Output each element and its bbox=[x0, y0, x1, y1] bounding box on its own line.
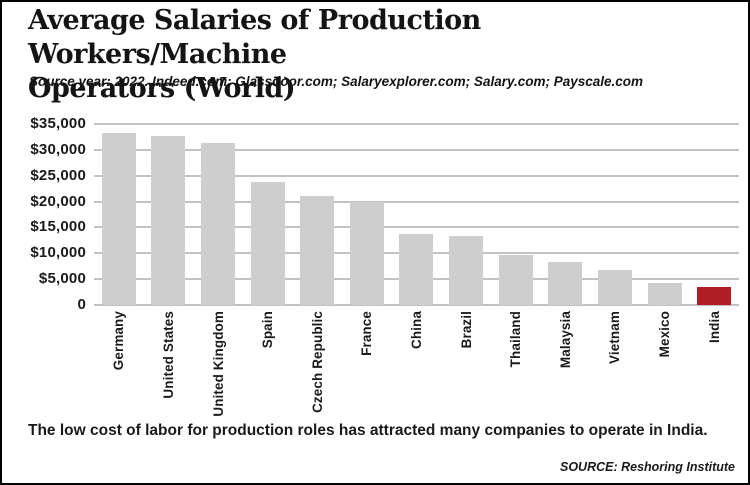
y-axis-tick-label: $35,000 bbox=[30, 115, 86, 132]
data-source-note: Source year: 2022. Indeed.com; Glassdoor… bbox=[29, 74, 644, 89]
x-axis-tick-label: Czech Republic bbox=[309, 311, 325, 413]
bar-slot bbox=[392, 124, 442, 305]
x-axis-tick-label: Brazil bbox=[458, 311, 474, 349]
bar-malaysia bbox=[548, 262, 583, 305]
bar-france bbox=[349, 202, 384, 305]
x-axis-tick-label: Vietnam bbox=[607, 311, 623, 364]
page-title: Average Salaries of Production Workers/M… bbox=[28, 4, 738, 106]
bar-slot bbox=[689, 124, 739, 305]
x-axis-tick-label: China bbox=[408, 311, 424, 350]
x-axis-label-slot: United Kingdom bbox=[193, 311, 243, 417]
x-axis-tick-label: Spain bbox=[260, 311, 276, 349]
x-axis-tick-label: Thailand bbox=[508, 311, 524, 368]
bar-slot bbox=[491, 124, 541, 305]
x-axis-tick-label: United States bbox=[160, 311, 176, 399]
bar-slot bbox=[94, 124, 144, 305]
x-axis-label-slot: Malaysia bbox=[540, 311, 590, 409]
y-axis-tick-label: $15,000 bbox=[30, 218, 86, 235]
y-axis-labels: $35,000 $30,000 $25,000 $20,000 $15,000 $10,0… bbox=[2, 115, 86, 313]
x-axis-label-slot: Vietnam bbox=[590, 311, 640, 409]
x-axis-tick-label: Germany bbox=[111, 311, 127, 371]
bar-slot bbox=[342, 124, 392, 305]
title-line-2: Operators (World) bbox=[28, 73, 296, 104]
bar-series bbox=[94, 124, 739, 305]
x-axis-tick-label: Mexico bbox=[657, 311, 672, 358]
x-axis-label-slot: Mexico bbox=[640, 311, 690, 409]
x-axis-tick-label: France bbox=[359, 311, 375, 356]
bar-slot bbox=[441, 124, 491, 305]
bar-united-states bbox=[151, 135, 186, 305]
bar-united-kingdom bbox=[201, 142, 236, 305]
x-axis-tick-label: United Kingdom bbox=[210, 311, 226, 417]
bar-thailand bbox=[498, 254, 533, 305]
x-axis-tick-label: India bbox=[706, 311, 722, 344]
bar-slot bbox=[144, 124, 194, 305]
x-axis-label-slot: India bbox=[689, 311, 739, 409]
bar-czech-republic bbox=[300, 195, 335, 305]
gridline bbox=[94, 149, 739, 151]
bar-germany bbox=[101, 133, 136, 305]
gridline bbox=[94, 201, 739, 203]
y-axis-tick-label: $5,000 bbox=[38, 270, 86, 287]
bar-brazil bbox=[449, 235, 484, 305]
bar-india bbox=[697, 287, 732, 305]
y-axis-tick-label: $20,000 bbox=[30, 193, 86, 210]
bar-chart-plot-area bbox=[94, 123, 739, 306]
gridline bbox=[94, 304, 739, 306]
x-axis-label-slot: Germany bbox=[94, 311, 144, 409]
chart-annotation: The low cost of labor for production rol… bbox=[28, 422, 708, 439]
x-axis-label-slot: Brazil bbox=[441, 311, 491, 409]
source-credit: SOURCE: Reshoring Institute bbox=[559, 460, 735, 474]
bar-slot bbox=[243, 124, 293, 305]
bar-slot bbox=[540, 124, 590, 305]
y-axis-tick-label: 0 bbox=[77, 296, 86, 313]
bar-china bbox=[399, 234, 434, 305]
bar-vietnam bbox=[597, 269, 632, 305]
gridline bbox=[94, 123, 739, 125]
x-axis-label-slot: United States bbox=[144, 311, 194, 409]
x-axis-tick-label: Malaysia bbox=[557, 311, 573, 369]
bar-slot bbox=[292, 124, 342, 305]
x-axis-label-slot: Spain bbox=[243, 311, 293, 409]
gridline bbox=[94, 175, 739, 177]
y-axis-tick-label: $30,000 bbox=[30, 141, 86, 158]
y-axis-tick-label: $10,000 bbox=[30, 244, 86, 261]
bar-mexico bbox=[647, 283, 682, 305]
x-axis-label-slot: China bbox=[392, 311, 442, 409]
title-line-1: Average Salaries of Production Workers/M… bbox=[28, 5, 481, 70]
x-axis-label-slot: Thailand bbox=[491, 311, 541, 409]
bar-slot bbox=[640, 124, 690, 305]
bar-slot bbox=[193, 124, 243, 305]
y-axis-tick-label: $25,000 bbox=[30, 167, 86, 184]
x-axis-label-slot: Czech Republic bbox=[292, 311, 342, 413]
gridline bbox=[94, 226, 739, 228]
bar-slot bbox=[590, 124, 640, 305]
bar-spain bbox=[250, 181, 285, 305]
x-axis-label-slot: France bbox=[342, 311, 392, 409]
x-axis-labels: Germany United States United Kingdom Spain C… bbox=[94, 311, 739, 417]
